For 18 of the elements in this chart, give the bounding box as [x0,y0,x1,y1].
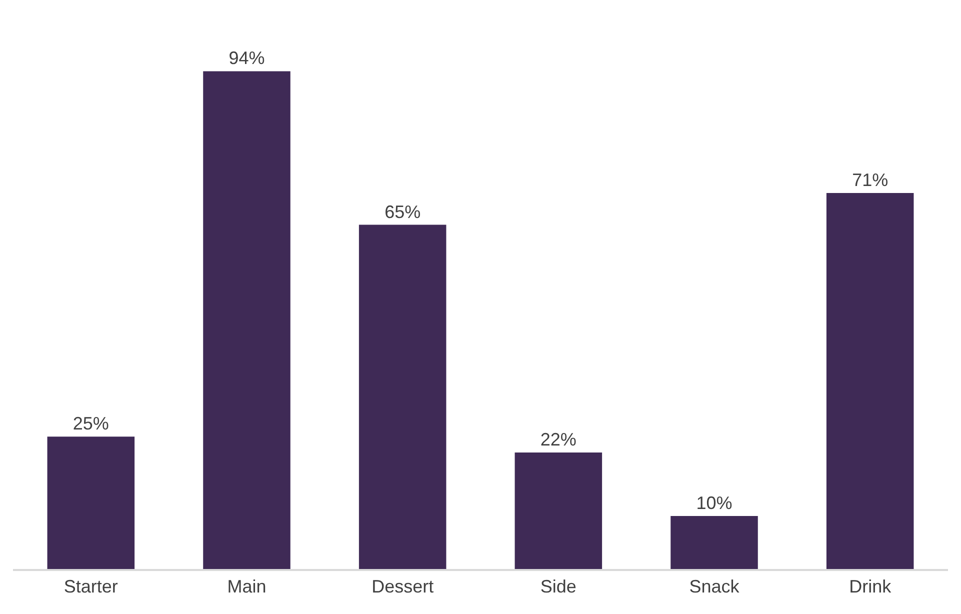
bar [670,516,758,569]
data-label: 22% [540,429,576,450]
data-label: 10% [696,493,732,514]
bar [203,71,290,569]
x-tick-label: Drink [849,576,892,596]
x-tick-label: Side [540,576,576,596]
x-tick-label: Main [227,576,266,596]
x-tick-label: Dessert [372,576,434,596]
bar [826,193,914,569]
x-tick-label: Snack [689,576,740,596]
bar [47,436,135,569]
data-label: 65% [384,202,421,222]
bar [514,452,602,569]
data-label: 94% [228,48,265,68]
data-label: 25% [72,414,109,434]
bar [358,224,446,569]
x-tick-label: Starter [64,576,118,596]
data-label: 71% [852,170,888,190]
